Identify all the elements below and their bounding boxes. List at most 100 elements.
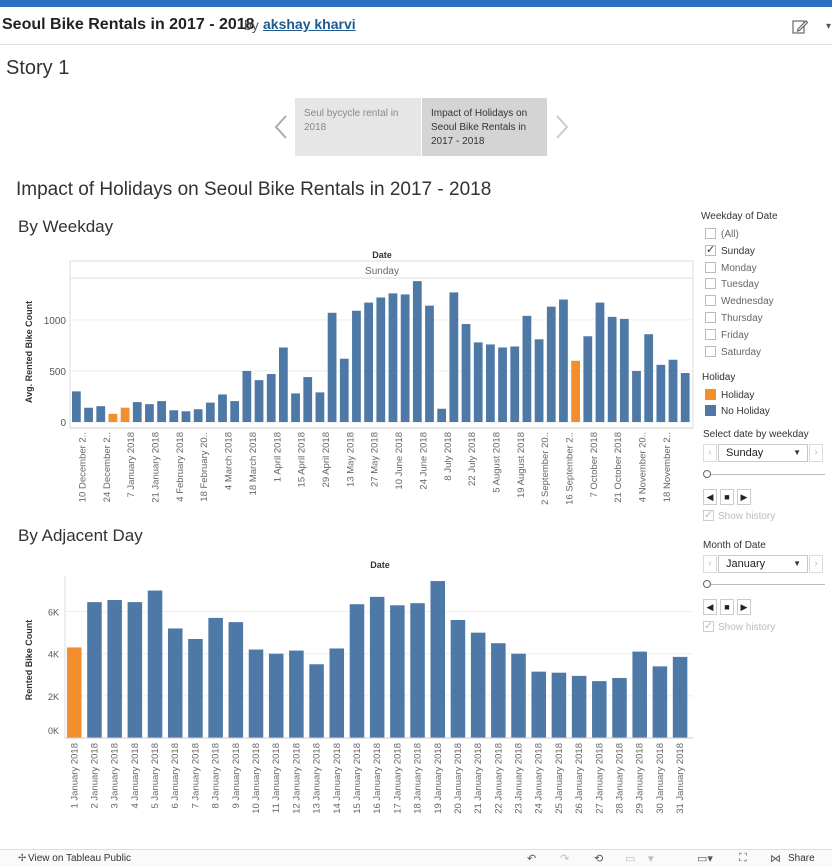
month-slider-track[interactable] xyxy=(707,584,825,585)
weekday-prev-stepper[interactable]: ‹ xyxy=(703,444,717,462)
checkbox-icon xyxy=(705,295,716,307)
x-tick-label: 27 May 2018 xyxy=(370,432,381,487)
pause-button[interactable]: ■ xyxy=(720,489,734,505)
x-tick-label: 12 January 2018 xyxy=(291,743,302,814)
chevron-down-icon[interactable]: ▾ xyxy=(648,853,654,865)
play-back-button[interactable]: ◀ xyxy=(703,599,717,615)
weekday-option-monday[interactable]: Monday xyxy=(705,261,757,274)
y-axis-label: Avg. Rented Bike Count xyxy=(24,301,34,403)
edit-icon[interactable] xyxy=(791,18,809,36)
show-history-toggle-1[interactable]: Show history xyxy=(703,508,775,522)
bar xyxy=(96,406,106,422)
redo-icon[interactable]: ↷ xyxy=(560,853,570,865)
weekday-option-friday[interactable]: Friday xyxy=(705,328,749,341)
x-tick-label: 5 August 2018 xyxy=(491,432,502,493)
pause-updates-icon[interactable]: ▭ xyxy=(625,853,636,865)
x-tick-label: 22 January 2018 xyxy=(493,743,504,814)
bar xyxy=(390,605,405,738)
bar xyxy=(84,407,93,422)
bar xyxy=(87,602,102,738)
play-forward-button[interactable]: ▶ xyxy=(737,489,751,505)
weekday-option-label: Thursday xyxy=(721,313,763,324)
bar xyxy=(193,409,203,422)
x-tick-label: 10 December 2.. xyxy=(77,432,88,502)
weekday-option-tuesday[interactable]: Tuesday xyxy=(705,278,759,290)
bar xyxy=(188,638,203,738)
next-story-point-icon[interactable] xyxy=(553,112,571,142)
legend-label: No Holiday xyxy=(721,406,770,417)
bar xyxy=(248,649,264,738)
story-point-1[interactable]: Seul bycycle rental in 2018 xyxy=(295,98,421,156)
bar xyxy=(132,402,142,422)
bar xyxy=(583,336,593,422)
weekday-option-sunday[interactable]: Sunday xyxy=(705,243,755,257)
bar xyxy=(303,377,313,422)
bar xyxy=(230,401,240,422)
legend-item-no-holiday[interactable]: No Holiday xyxy=(705,405,770,417)
x-tick-label: 16 September 2.. xyxy=(565,432,576,505)
weekday-option-wednesday[interactable]: Wednesday xyxy=(705,295,774,307)
x-tick-label: 4 November 20.. xyxy=(638,432,649,502)
weekday-dropdown[interactable]: Sunday ▼ xyxy=(718,444,808,462)
story-point-2[interactable]: Impact of Holidays on Seoul Bike Rentals… xyxy=(422,98,547,156)
bar xyxy=(218,394,227,422)
x-tick-label: 29 January 2018 xyxy=(635,743,646,814)
weekday-option-all[interactable]: (All) xyxy=(705,228,739,240)
x-tick-label: 15 January 2018 xyxy=(352,743,363,814)
show-history-toggle-2[interactable]: Show history xyxy=(703,619,775,633)
play-back-button[interactable]: ◀ xyxy=(703,489,717,505)
bar xyxy=(289,650,304,738)
y-tick-label: 0K xyxy=(48,726,59,736)
x-tick-label: 24 June 2018 xyxy=(418,432,429,490)
weekday-option-saturday[interactable]: Saturday xyxy=(705,345,761,358)
weekday-slider-track[interactable] xyxy=(707,474,825,475)
bar xyxy=(268,653,284,738)
previous-story-point-icon[interactable] xyxy=(272,112,290,142)
month-dropdown[interactable]: January ▼ xyxy=(718,555,808,573)
fullscreen-icon[interactable]: ⛶ xyxy=(739,852,747,864)
month-slider-thumb[interactable] xyxy=(703,580,711,588)
x-tick-label: 13 January 2018 xyxy=(312,743,323,814)
x-tick-label: 21 October 2018 xyxy=(613,432,624,503)
view-on-tableau-link[interactable]: View on Tableau Public xyxy=(28,853,132,864)
undo-icon[interactable]: ↶ xyxy=(527,853,537,865)
author-link[interactable]: akshay kharvi xyxy=(263,16,356,32)
device-preview-icon[interactable]: ▭▾ xyxy=(697,853,713,865)
weekday-slider-thumb[interactable] xyxy=(703,470,711,478)
bar xyxy=(181,411,191,422)
x-tick-label: 19 January 2018 xyxy=(433,743,444,814)
bar xyxy=(291,393,300,422)
bar xyxy=(668,359,678,422)
x-tick-label: 27 January 2018 xyxy=(594,743,605,814)
weekday-next-stepper[interactable]: › xyxy=(809,444,823,462)
x-tick-label: 15 April 2018 xyxy=(297,432,308,487)
revert-icon[interactable]: ⟲ xyxy=(594,853,604,865)
weekday-option-label: (All) xyxy=(721,229,739,240)
month-next-stepper[interactable]: › xyxy=(809,555,823,573)
play-forward-button[interactable]: ▶ xyxy=(737,599,751,615)
y-tick-label: 2K xyxy=(48,692,59,702)
weekday-filter-header: Weekday of Date xyxy=(701,211,778,222)
bar xyxy=(339,358,349,422)
bar xyxy=(461,324,471,422)
chevron-down-icon[interactable]: ▾ xyxy=(826,21,832,32)
bar xyxy=(619,318,629,422)
x-tick-label: 16 January 2018 xyxy=(372,743,383,814)
y-tick-label: 1000 xyxy=(44,316,67,327)
share-icon[interactable]: ⋈ xyxy=(770,853,781,865)
x-tick-label: 13 May 2018 xyxy=(345,432,356,487)
weekday-option-label: Monday xyxy=(721,262,757,274)
weekday-option-thursday[interactable]: Thursday xyxy=(705,312,763,324)
pause-button[interactable]: ■ xyxy=(720,599,734,615)
bar xyxy=(410,603,425,738)
bar xyxy=(607,316,617,422)
bar xyxy=(571,360,581,422)
legend-item-holiday[interactable]: Holiday xyxy=(705,389,754,401)
month-prev-stepper[interactable]: ‹ xyxy=(703,555,717,573)
story-title: Story 1 xyxy=(6,57,70,79)
x-tick-label: 10 June 2018 xyxy=(394,432,405,490)
checkbox-icon xyxy=(705,312,716,323)
checkbox-icon xyxy=(705,328,716,340)
checkbox-icon xyxy=(703,619,714,632)
share-button[interactable]: Share xyxy=(788,853,815,864)
